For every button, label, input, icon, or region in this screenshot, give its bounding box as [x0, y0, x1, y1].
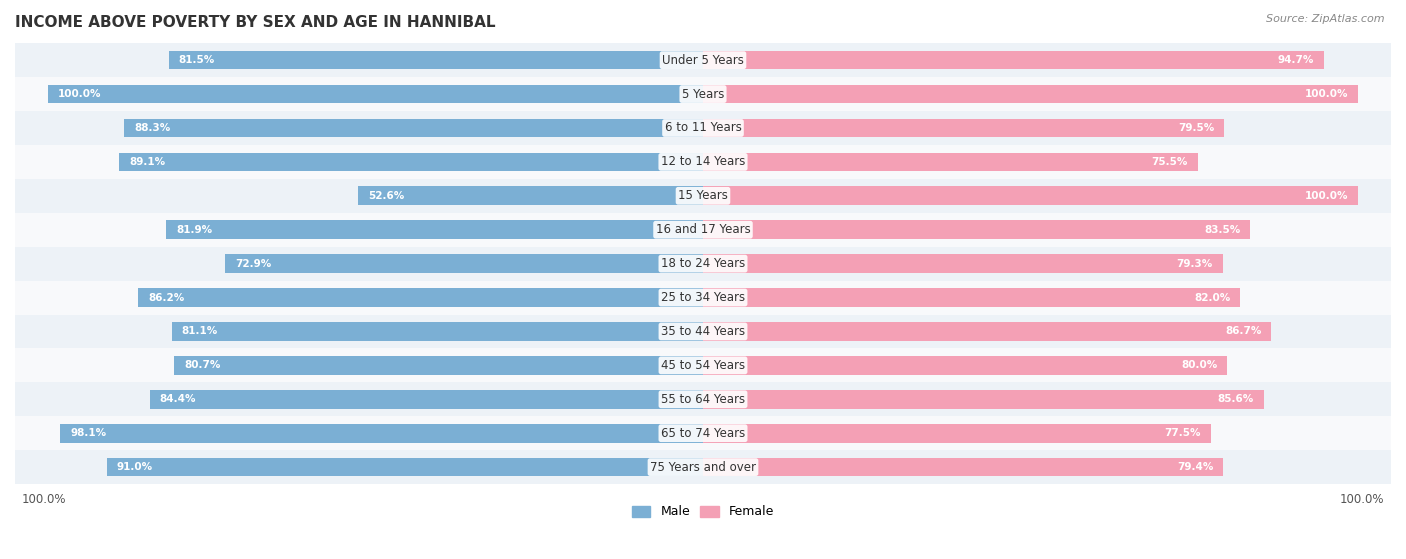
- Text: 85.6%: 85.6%: [1218, 394, 1254, 404]
- Bar: [703, 254, 1223, 273]
- Text: 89.1%: 89.1%: [129, 157, 165, 167]
- Text: INCOME ABOVE POVERTY BY SEX AND AGE IN HANNIBAL: INCOME ABOVE POVERTY BY SEX AND AGE IN H…: [15, 15, 495, 30]
- Text: 75.5%: 75.5%: [1152, 157, 1188, 167]
- Bar: [60, 424, 703, 443]
- Bar: [15, 77, 1391, 111]
- Bar: [15, 145, 1391, 179]
- Bar: [169, 51, 703, 69]
- Text: 88.3%: 88.3%: [134, 123, 170, 133]
- Text: 82.0%: 82.0%: [1194, 292, 1230, 302]
- Text: 52.6%: 52.6%: [368, 191, 405, 201]
- Bar: [703, 85, 1358, 103]
- Text: 86.2%: 86.2%: [148, 292, 184, 302]
- Bar: [120, 153, 703, 171]
- Bar: [15, 281, 1391, 315]
- Bar: [15, 450, 1391, 484]
- Bar: [15, 416, 1391, 450]
- Legend: Male, Female: Male, Female: [627, 500, 779, 523]
- Bar: [703, 322, 1271, 341]
- Bar: [15, 348, 1391, 382]
- Text: 100.0%: 100.0%: [1340, 492, 1385, 505]
- Bar: [703, 153, 1198, 171]
- Bar: [703, 390, 1264, 409]
- Text: 45 to 54 Years: 45 to 54 Years: [661, 359, 745, 372]
- Text: 81.9%: 81.9%: [176, 225, 212, 235]
- Text: 15 Years: 15 Years: [678, 190, 728, 202]
- Text: 100.0%: 100.0%: [21, 492, 66, 505]
- Text: 91.0%: 91.0%: [117, 462, 153, 472]
- Text: 79.3%: 79.3%: [1177, 259, 1213, 269]
- Text: 16 and 17 Years: 16 and 17 Years: [655, 223, 751, 236]
- Text: 79.4%: 79.4%: [1177, 462, 1213, 472]
- Bar: [703, 288, 1240, 307]
- Text: 79.5%: 79.5%: [1178, 123, 1215, 133]
- Bar: [138, 288, 703, 307]
- Bar: [15, 247, 1391, 281]
- Text: 12 to 14 Years: 12 to 14 Years: [661, 155, 745, 168]
- Bar: [48, 85, 703, 103]
- Text: 75 Years and over: 75 Years and over: [650, 461, 756, 473]
- Text: 80.7%: 80.7%: [184, 361, 221, 371]
- Text: Under 5 Years: Under 5 Years: [662, 54, 744, 67]
- Bar: [166, 220, 703, 239]
- Text: 6 to 11 Years: 6 to 11 Years: [665, 121, 741, 135]
- Text: 77.5%: 77.5%: [1164, 428, 1201, 438]
- Text: 86.7%: 86.7%: [1225, 326, 1261, 337]
- Bar: [15, 179, 1391, 213]
- Text: 72.9%: 72.9%: [235, 259, 271, 269]
- Text: 5 Years: 5 Years: [682, 88, 724, 101]
- Bar: [703, 51, 1323, 69]
- Text: 84.4%: 84.4%: [160, 394, 197, 404]
- Bar: [359, 187, 703, 205]
- Bar: [703, 458, 1223, 476]
- Bar: [15, 213, 1391, 247]
- Text: 65 to 74 Years: 65 to 74 Years: [661, 427, 745, 440]
- Text: 83.5%: 83.5%: [1204, 225, 1240, 235]
- Text: 35 to 44 Years: 35 to 44 Years: [661, 325, 745, 338]
- Text: 100.0%: 100.0%: [1305, 89, 1348, 99]
- Bar: [15, 111, 1391, 145]
- Bar: [703, 424, 1211, 443]
- Bar: [703, 220, 1250, 239]
- Bar: [15, 315, 1391, 348]
- Text: 55 to 64 Years: 55 to 64 Years: [661, 393, 745, 406]
- Text: 94.7%: 94.7%: [1277, 55, 1313, 65]
- Bar: [15, 43, 1391, 77]
- Text: 18 to 24 Years: 18 to 24 Years: [661, 257, 745, 270]
- Bar: [174, 356, 703, 375]
- Text: Source: ZipAtlas.com: Source: ZipAtlas.com: [1267, 14, 1385, 24]
- Bar: [172, 322, 703, 341]
- Bar: [150, 390, 703, 409]
- Bar: [107, 458, 703, 476]
- Bar: [703, 356, 1227, 375]
- Bar: [703, 187, 1358, 205]
- Text: 81.5%: 81.5%: [179, 55, 215, 65]
- Bar: [703, 119, 1223, 138]
- Bar: [225, 254, 703, 273]
- Text: 100.0%: 100.0%: [1305, 191, 1348, 201]
- Text: 81.1%: 81.1%: [181, 326, 218, 337]
- Text: 100.0%: 100.0%: [58, 89, 101, 99]
- Text: 80.0%: 80.0%: [1181, 361, 1218, 371]
- Bar: [124, 119, 703, 138]
- Bar: [15, 382, 1391, 416]
- Text: 25 to 34 Years: 25 to 34 Years: [661, 291, 745, 304]
- Text: 98.1%: 98.1%: [70, 428, 107, 438]
